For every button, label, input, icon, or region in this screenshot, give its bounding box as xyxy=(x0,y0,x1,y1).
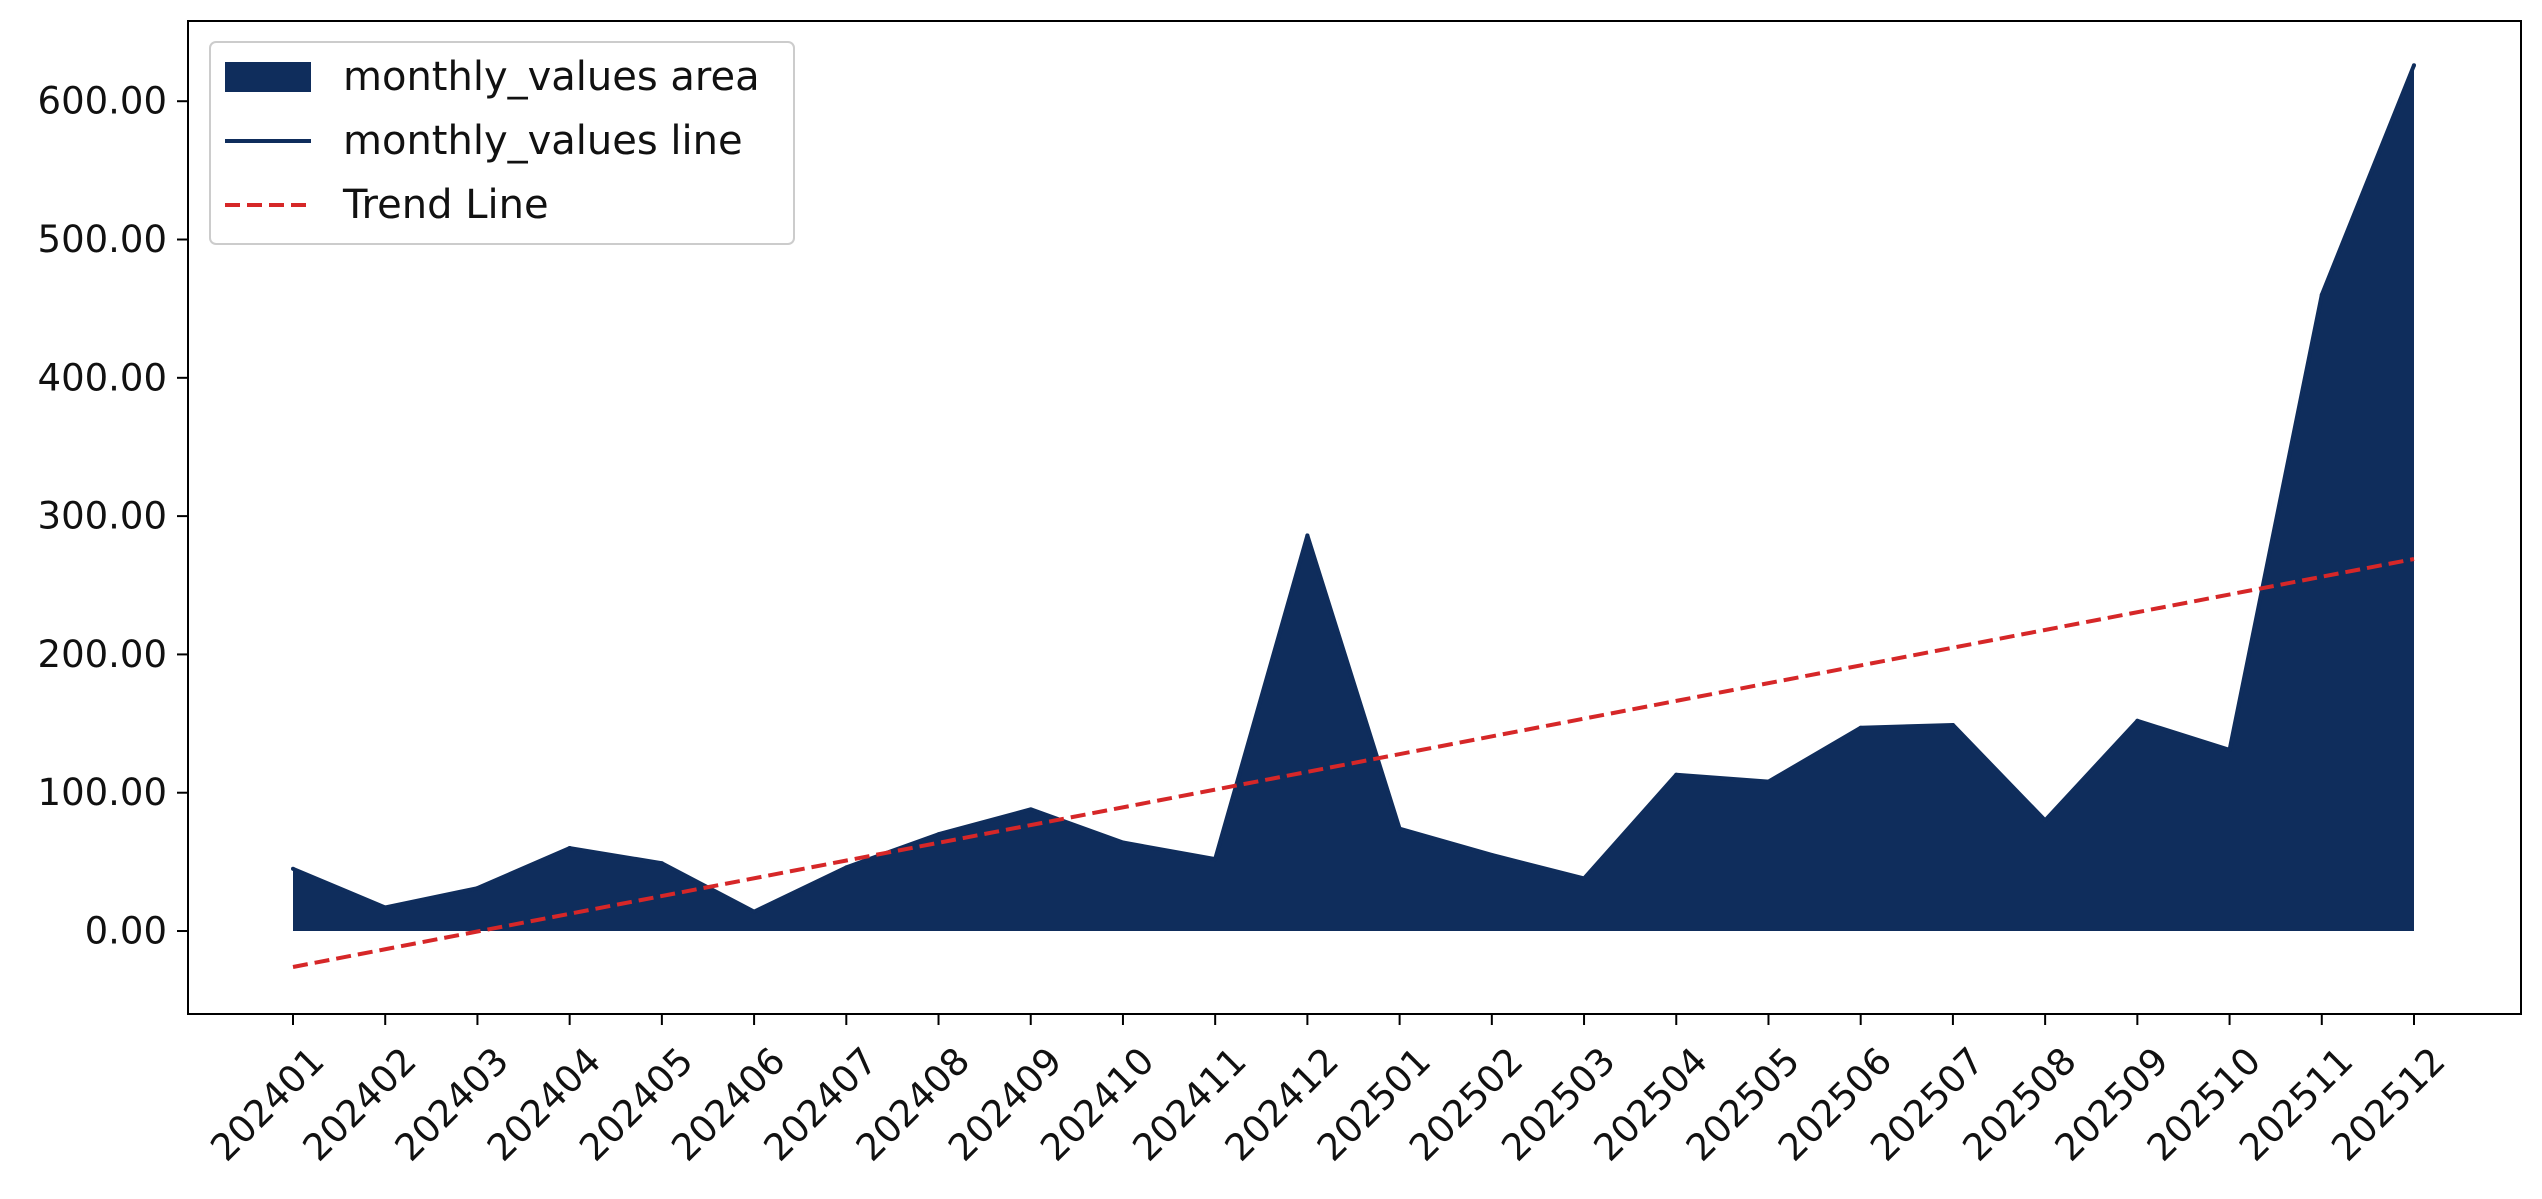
data-point-202509 xyxy=(2135,718,2140,723)
legend-box xyxy=(209,41,795,245)
data-point-202405 xyxy=(659,861,664,866)
y-tick-label: 300.00 xyxy=(38,495,167,538)
legend-label-trend: Trend Line xyxy=(342,182,549,228)
y-tick-label: 0.00 xyxy=(85,910,167,953)
x-axis: 2024012024022024032024042024052024062024… xyxy=(202,1014,2454,1169)
y-tick-label: 500.00 xyxy=(38,218,167,261)
data-point-202408 xyxy=(936,832,941,837)
data-point-202411 xyxy=(1213,857,1218,862)
y-tick-label: 200.00 xyxy=(38,633,167,676)
plot-area xyxy=(291,63,2416,969)
data-point-202508 xyxy=(2043,818,2048,823)
y-tick-label: 400.00 xyxy=(38,356,167,399)
data-point-202412 xyxy=(1305,533,1310,538)
legend-label-area: monthly_values area xyxy=(343,54,760,100)
data-point-202511 xyxy=(2319,292,2324,297)
data-point-202507 xyxy=(1950,722,1955,727)
data-point-202409 xyxy=(1028,807,1033,812)
legend-swatch-area xyxy=(225,62,311,92)
data-point-202504 xyxy=(1674,772,1679,777)
data-point-202410 xyxy=(1120,840,1125,845)
y-tick-label: 600.00 xyxy=(38,80,167,123)
y-axis: 0.00 100.00 200.00 300.00 400.00 500.00 600.00 xyxy=(38,80,188,953)
data-point-202406 xyxy=(752,909,757,914)
area-fill xyxy=(293,65,2414,932)
data-point-202501 xyxy=(1397,826,1402,831)
data-point-202401 xyxy=(291,866,295,871)
data-point-202512 xyxy=(2412,63,2416,68)
data-point-202402 xyxy=(383,905,388,910)
series-line xyxy=(292,64,2416,914)
data-point-202505 xyxy=(1766,779,1771,784)
data-point-202503 xyxy=(1582,876,1587,881)
legend: monthly_values area monthly_values line … xyxy=(209,41,795,245)
legend-label-line: monthly_values line xyxy=(343,118,743,164)
trend-line xyxy=(292,557,2415,969)
data-point-202403 xyxy=(475,886,480,891)
data-point-202404 xyxy=(567,846,572,851)
data-point-202506 xyxy=(1858,725,1863,730)
data-point-202510 xyxy=(2227,747,2232,752)
y-tick-label: 100.00 xyxy=(38,771,167,814)
data-point-202407 xyxy=(844,865,849,870)
plot-frame xyxy=(187,20,2522,1015)
data-point-202502 xyxy=(1489,852,1494,857)
